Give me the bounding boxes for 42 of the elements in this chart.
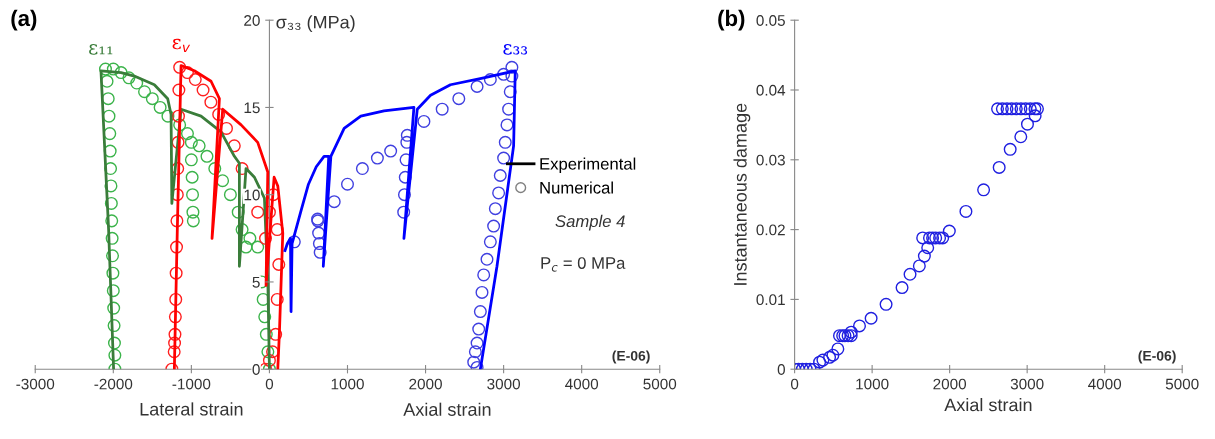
annotation: Sample 4: [555, 214, 625, 231]
y-tick-label: 0: [777, 364, 785, 375]
x-tick-label: 2000: [933, 378, 967, 390]
x-tick-label: 1000: [331, 378, 364, 390]
x-tick-label: 1000: [856, 378, 889, 390]
x-tick-label: 4000: [565, 378, 599, 390]
y-tick-label: 0: [252, 364, 260, 375]
y-tick-label: 15: [244, 102, 260, 114]
y-tick-label: 0.04: [756, 84, 786, 96]
y-tick-label: 10: [244, 189, 260, 201]
chart-title: (b): [718, 9, 745, 31]
y-tick-label: 5: [252, 276, 260, 288]
y-tick-label: 0.01: [756, 294, 785, 306]
x-tick-label: -1000: [172, 378, 211, 390]
x-tick-label: 5000: [1165, 378, 1199, 390]
x-tick-label: 5000: [643, 378, 677, 390]
series-label: ε₁₁: [89, 44, 113, 55]
x-tick-label: -3000: [16, 378, 55, 390]
annotation: (E-06): [612, 350, 650, 364]
x-tick-label: 3000: [1010, 378, 1044, 390]
x-tick-label: 2000: [409, 378, 442, 390]
x-tick-label: 0: [790, 378, 799, 390]
series-label: ε$_{v}$: [172, 38, 191, 53]
x-axis-title: Axial strain: [944, 398, 1032, 412]
annotation: P$_{c}$ = 0 MPa: [541, 257, 626, 272]
x-tick-label: -2000: [94, 378, 133, 390]
x-tick-label: 3000: [487, 378, 521, 390]
x-tick-label: 4000: [1088, 378, 1122, 390]
chart-title: (a): [11, 9, 37, 31]
x-axis-title: Lateral strain: [140, 402, 243, 416]
text: Axial strain: [403, 402, 491, 416]
y-tick-label: 0.02: [756, 224, 785, 236]
y-axis-title: Instantaneous damage: [733, 103, 751, 285]
y-axis-title: σ₃₃ (MPa): [276, 15, 355, 33]
x-tick-label: 0: [265, 378, 274, 390]
y-tick-label: 20: [244, 15, 260, 26]
legend-label: Experimental: [540, 157, 636, 174]
y-tick-label: 0.05: [756, 15, 785, 26]
legend-label: Numerical: [540, 181, 613, 194]
series-label: ε₃₃: [503, 44, 528, 55]
y-tick-label: 0.03: [756, 154, 785, 166]
annotation: (E-06): [1138, 350, 1176, 364]
